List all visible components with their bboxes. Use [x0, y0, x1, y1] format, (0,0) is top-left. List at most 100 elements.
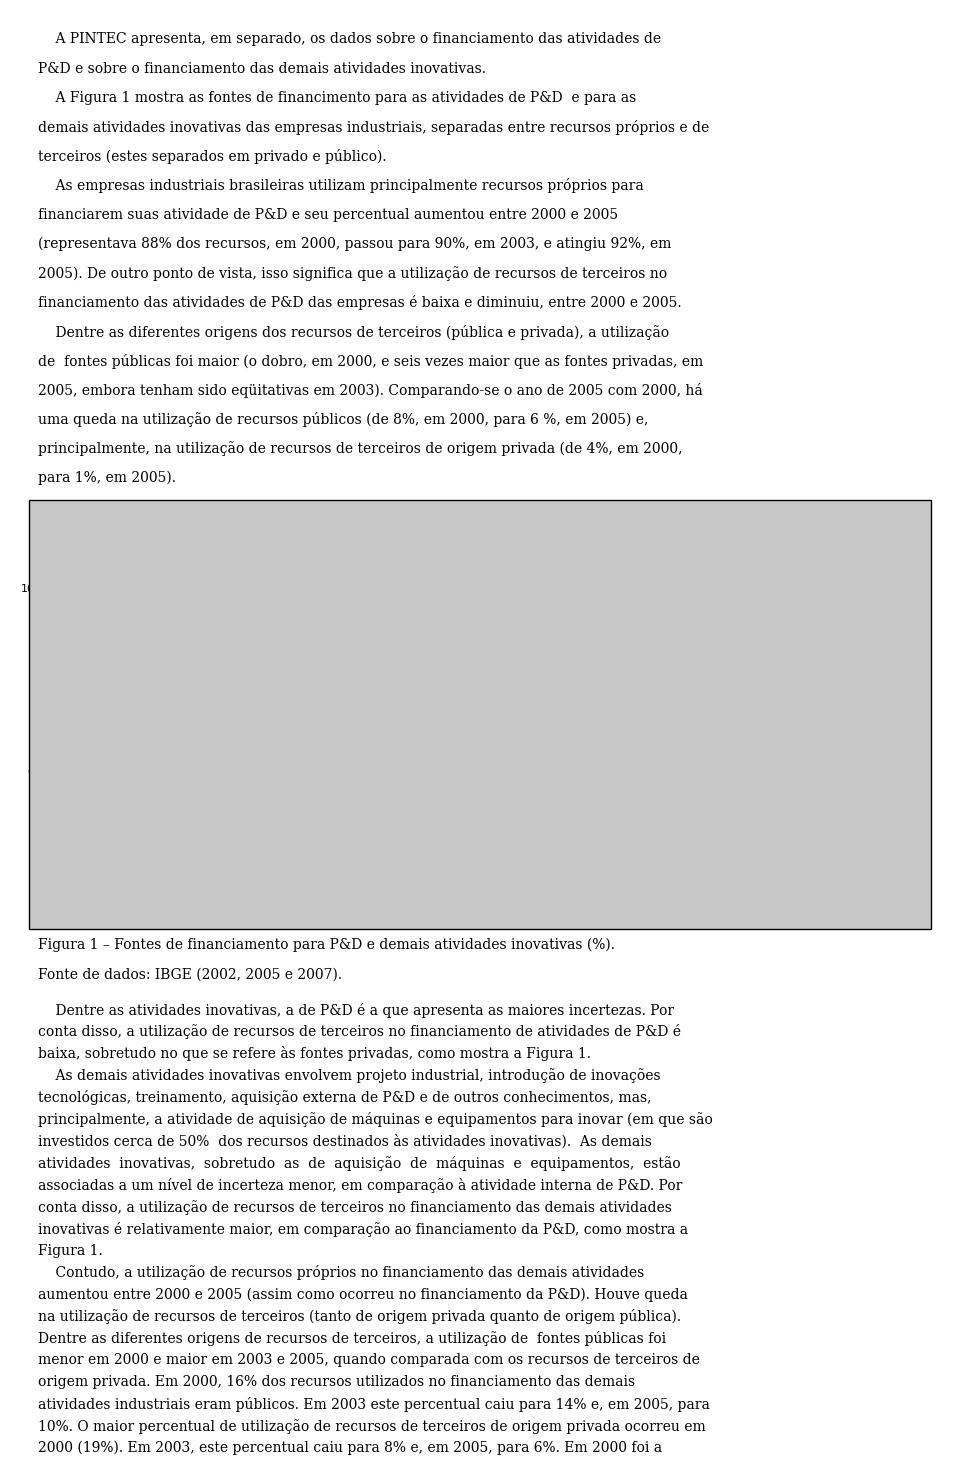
- Text: tecnológicas, treinamento, aquisição externa de P&D e de outros conhecimentos, m: tecnológicas, treinamento, aquisição ext…: [38, 1091, 652, 1105]
- Bar: [742, 637, 800, 892]
- Title: Demais atividades inovativas: Demais atividades inovativas: [618, 534, 803, 547]
- Text: (representava 88% dos recursos, em 2000, passou para 90%, em 2003, e atingiu 92%: (representava 88% dos recursos, em 2000,…: [38, 237, 672, 251]
- Polygon shape: [532, 634, 600, 637]
- Text: 1: 1: [376, 882, 383, 892]
- Bar: [636, 654, 695, 892]
- Bar: [174, 619, 226, 892]
- Polygon shape: [695, 584, 706, 631]
- Text: 5: 5: [334, 598, 341, 607]
- Text: 1: 1: [419, 883, 425, 894]
- Bar: [79, 588, 132, 612]
- Polygon shape: [321, 575, 330, 597]
- Bar: [532, 694, 589, 892]
- Polygon shape: [269, 609, 330, 612]
- Text: 5: 5: [196, 591, 204, 600]
- Polygon shape: [532, 691, 600, 694]
- Bar: [532, 588, 589, 637]
- Text: 2000 (19%). Em 2003, este percentual caiu para 8% e, em 2005, para 6%. Em 2000 f: 2000 (19%). Em 2003, este percentual cai…: [38, 1441, 662, 1455]
- Text: financiamento das atividades de P&D das empresas é baixa e diminuiu, entre 2000 : financiamento das atividades de P&D das …: [38, 295, 682, 310]
- Bar: [742, 588, 800, 619]
- Bar: [353, 889, 406, 892]
- Text: 6: 6: [814, 620, 821, 631]
- Polygon shape: [589, 584, 600, 637]
- Text: uma queda na utilização de recursos públicos (de 8%, em 2000, para 6 %, em 2005): uma queda na utilização de recursos públ…: [38, 412, 649, 428]
- Text: atividades industriais eram públicos. Em 2003 este percentual caiu para 14% e, e: atividades industriais eram públicos. Em…: [38, 1396, 710, 1411]
- Bar: [79, 625, 132, 892]
- Polygon shape: [636, 626, 706, 631]
- Polygon shape: [132, 584, 140, 612]
- Bar: [269, 612, 321, 892]
- Text: 65: 65: [554, 788, 567, 798]
- Text: 8: 8: [102, 595, 108, 606]
- Text: Figura 1 – Fontes de financiamento para P&D e demais atividades inovativas (%).: Figura 1 – Fontes de financiamento para …: [38, 938, 615, 953]
- Text: 90: 90: [193, 750, 206, 760]
- Polygon shape: [800, 584, 810, 619]
- Polygon shape: [79, 584, 140, 588]
- Text: conta disso, a utilização de recursos de terceiros no financiamento das demais a: conta disso, a utilização de recursos de…: [38, 1200, 672, 1214]
- Text: 19: 19: [605, 659, 617, 669]
- Polygon shape: [79, 609, 140, 612]
- Polygon shape: [132, 609, 140, 625]
- Polygon shape: [742, 584, 810, 588]
- Polygon shape: [353, 882, 416, 886]
- Polygon shape: [742, 634, 810, 637]
- Polygon shape: [79, 620, 140, 625]
- Text: Contudo, a utilização de recursos próprios no financiamento das demais atividade: Contudo, a utilização de recursos própri…: [38, 1266, 645, 1280]
- Text: principalmente, a atividade de aquisição de máquinas e equipamentos para inovar : principalmente, a atividade de aquisição…: [38, 1113, 713, 1127]
- Text: atividades  inovativas,  sobretudo  as  de  aquisição  de  máquinas  e  equipame: atividades inovativas, sobretudo as de a…: [38, 1155, 681, 1172]
- Bar: [636, 588, 695, 631]
- Bar: [636, 631, 695, 654]
- Polygon shape: [67, 889, 429, 892]
- Text: financiarem suas atividade de P&D e seu percentual aumentou entre 2000 e 2005: financiarem suas atividade de P&D e seu …: [38, 207, 618, 222]
- Text: 5: 5: [239, 604, 246, 614]
- Polygon shape: [532, 584, 600, 588]
- Text: 14: 14: [659, 604, 673, 614]
- Text: inovativas é relativamente maior, em comparação ao financiamento da P&D, como mo: inovativas é relativamente maior, em com…: [38, 1222, 688, 1236]
- Polygon shape: [174, 600, 235, 603]
- Polygon shape: [406, 885, 416, 892]
- Text: 16: 16: [554, 607, 567, 617]
- Text: demais atividades inovativas das empresas industriais, separadas entre recursos : demais atividades inovativas das empresa…: [38, 121, 709, 135]
- Polygon shape: [589, 634, 600, 694]
- Text: investidos cerca de 50%  dos recursos destinados às atividades inovativas).  As : investidos cerca de 50% dos recursos des…: [38, 1133, 652, 1148]
- Text: 8: 8: [709, 635, 716, 645]
- Text: aumentou entre 2000 e 2005 (assim como ocorreu no financiamento da P&D). Houve q: aumentou entre 2000 e 2005 (assim como o…: [38, 1288, 688, 1302]
- Polygon shape: [174, 614, 235, 619]
- Bar: [269, 579, 321, 597]
- Text: 6: 6: [291, 582, 298, 592]
- Bar: [742, 619, 800, 637]
- Polygon shape: [226, 600, 235, 619]
- Polygon shape: [226, 614, 235, 892]
- Text: 88: 88: [98, 753, 112, 763]
- Text: As empresas industriais brasileiras utilizam principalmente recursos próprios pa: As empresas industriais brasileiras util…: [38, 178, 644, 194]
- Text: 10: 10: [764, 598, 778, 609]
- Polygon shape: [353, 885, 416, 889]
- Text: A PINTEC apresenta, em separado, os dados sobre o financiamento das atividades d: A PINTEC apresenta, em separado, os dado…: [38, 32, 661, 47]
- Title: Atividades de P&D: Atividades de P&D: [182, 534, 298, 547]
- Polygon shape: [321, 594, 330, 612]
- Text: A Figura 1 mostra as fontes de financimento para as atividades de P&D  e para as: A Figura 1 mostra as fontes de financime…: [38, 91, 636, 104]
- Polygon shape: [406, 882, 416, 889]
- Text: Fonte de dados: IBGE (2002, 2005 e 2007).: Fonte de dados: IBGE (2002, 2005 e 2007)…: [38, 967, 343, 982]
- Polygon shape: [636, 651, 706, 654]
- Text: menor em 2000 e maior em 2003 e 2005, quando comparada com os recursos de tercei: menor em 2000 e maior em 2003 e 2005, qu…: [38, 1352, 700, 1367]
- Text: conta disso, a utilização de recursos de terceiros no financiamento de atividade: conta disso, a utilização de recursos de…: [38, 1025, 682, 1039]
- Polygon shape: [269, 594, 330, 597]
- Text: 4: 4: [144, 612, 151, 622]
- Text: 92: 92: [287, 747, 301, 757]
- Text: Dentre as atividades inovativas, a de P&D é a que apresenta as maiores incerteza: Dentre as atividades inovativas, a de P&…: [38, 1003, 675, 1017]
- Bar: [79, 612, 132, 625]
- Text: 78: 78: [659, 769, 673, 779]
- Bar: [269, 597, 321, 612]
- Text: associadas a um nível de incerteza menor, em comparação à atividade interna de P: associadas a um nível de incerteza menor…: [38, 1177, 683, 1192]
- Text: de  fontes públicas foi maior (o dobro, em 2000, e seis vezes maior que as fonte: de fontes públicas foi maior (o dobro, e…: [38, 354, 704, 369]
- Text: As demais atividades inovativas envolvem projeto industrial, introdução de inova: As demais atividades inovativas envolvem…: [38, 1069, 661, 1083]
- Bar: [532, 637, 589, 694]
- Polygon shape: [695, 626, 706, 654]
- Polygon shape: [800, 634, 810, 892]
- Polygon shape: [132, 620, 140, 892]
- Text: na utilização de recursos de terceiros (tanto de origem privada quanto de origem: na utilização de recursos de terceiros (…: [38, 1310, 682, 1324]
- Polygon shape: [695, 651, 706, 892]
- Text: 10%. O maior percentual de utilização de recursos de terceiros de origem privada: 10%. O maior percentual de utilização de…: [38, 1419, 707, 1433]
- Text: 84: 84: [763, 760, 778, 769]
